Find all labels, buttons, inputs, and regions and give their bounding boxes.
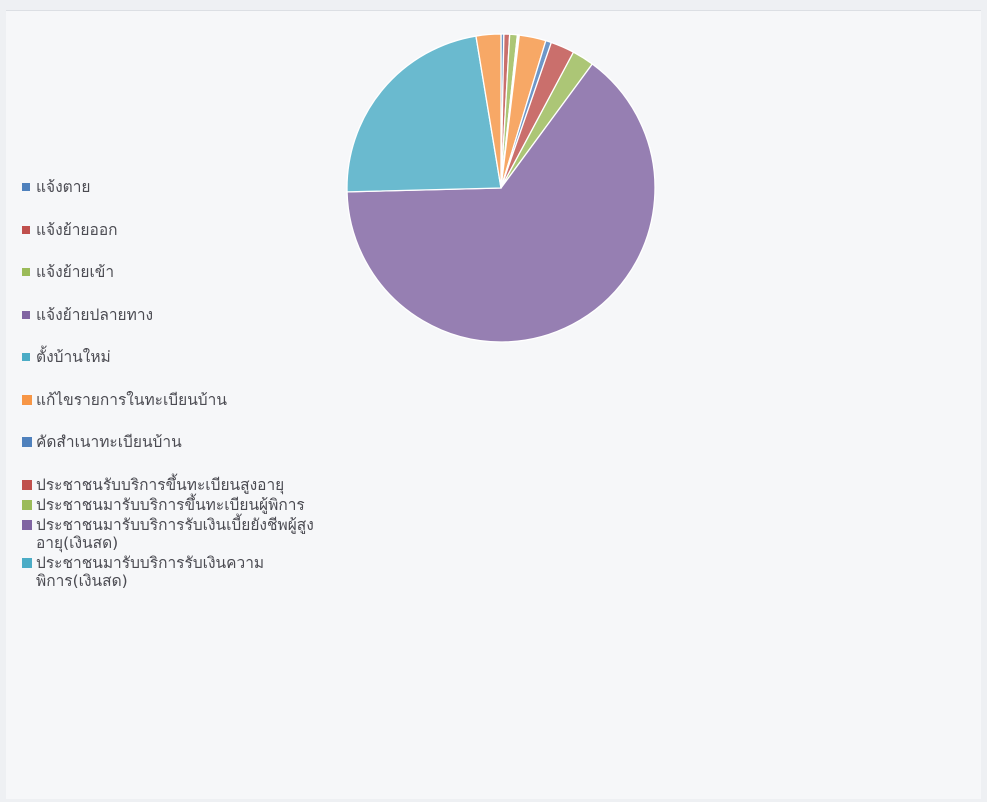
legend-label: ประชาชนมารับบริการขึ้นทะเบียนผู้พิการ: [36, 495, 305, 514]
legend-swatch-icon: [22, 268, 30, 276]
legend-swatch-icon: [22, 479, 32, 490]
legend-label: แก้ไขรายการในทะเบียนบ้าน: [36, 390, 227, 409]
legend-swatch-icon: [22, 437, 32, 447]
legend-item: แก้ไขรายการในทะเบียนบ้าน: [22, 391, 322, 409]
legend-label: คัดสำเนาทะเบียนบ้าน: [36, 433, 182, 451]
legend-label: ประชาชนมารับบริการรับเงินเบี้ยยังชีพผู้ส…: [36, 515, 314, 552]
legend-label: แจ้งย้ายปลายทาง: [36, 305, 154, 324]
legend-item: แจ้งย้ายปลายทาง: [22, 306, 322, 324]
legend-item: ประชาชนรับบริการขึ้นทะเบียนสูงอายุ: [22, 476, 322, 494]
legend-item: คัดสำเนาทะเบียนบ้าน: [22, 433, 322, 451]
legend-label: ประชาชนมารับบริการรับเงินความพิการ(เงินส…: [36, 553, 265, 590]
legend-item: ประชาชนมารับบริการรับเงินเบี้ยยังชีพผู้ส…: [22, 516, 322, 552]
pie-slice: [346, 63, 656, 343]
legend-swatch-icon: [22, 353, 30, 361]
legend-item: แจ้งย้ายออก: [22, 221, 322, 239]
legend-swatch-icon: [22, 310, 30, 319]
legend-item: ประชาชนมารับบริการรับเงินความพิการ(เงินส…: [22, 554, 322, 590]
legend-item: แจ้งย้ายเข้า: [22, 263, 322, 281]
legend-label: แจ้งย้ายเข้า: [36, 263, 115, 281]
chart-legend: แจ้งตาย แจ้งย้ายออก แจ้งย้ายเข้า แจ้งย้า…: [22, 178, 322, 590]
legend-label: แจ้งย้ายออก: [36, 220, 118, 239]
pie-slices: [346, 33, 656, 343]
legend-swatch-icon: [22, 225, 30, 234]
legend-label: แจ้งตาย: [36, 178, 91, 196]
pie-slice: [346, 35, 502, 193]
legend-swatch-icon: [22, 519, 32, 530]
legend-swatch-icon: [22, 557, 32, 568]
legend-item: ตั้งบ้านใหม่: [22, 348, 322, 366]
legend-label: ตั้งบ้านใหม่: [36, 348, 111, 366]
legend-swatch-icon: [22, 394, 32, 405]
legend-swatch-icon: [22, 499, 32, 510]
pie-slice: [475, 33, 502, 189]
legend-swatch-icon: [22, 183, 30, 191]
legend-item: ประชาชนมารับบริการขึ้นทะเบียนผู้พิการ: [22, 496, 322, 514]
legend-item: แจ้งตาย: [22, 178, 322, 196]
legend-label: ประชาชนรับบริการขึ้นทะเบียนสูงอายุ: [36, 475, 285, 494]
